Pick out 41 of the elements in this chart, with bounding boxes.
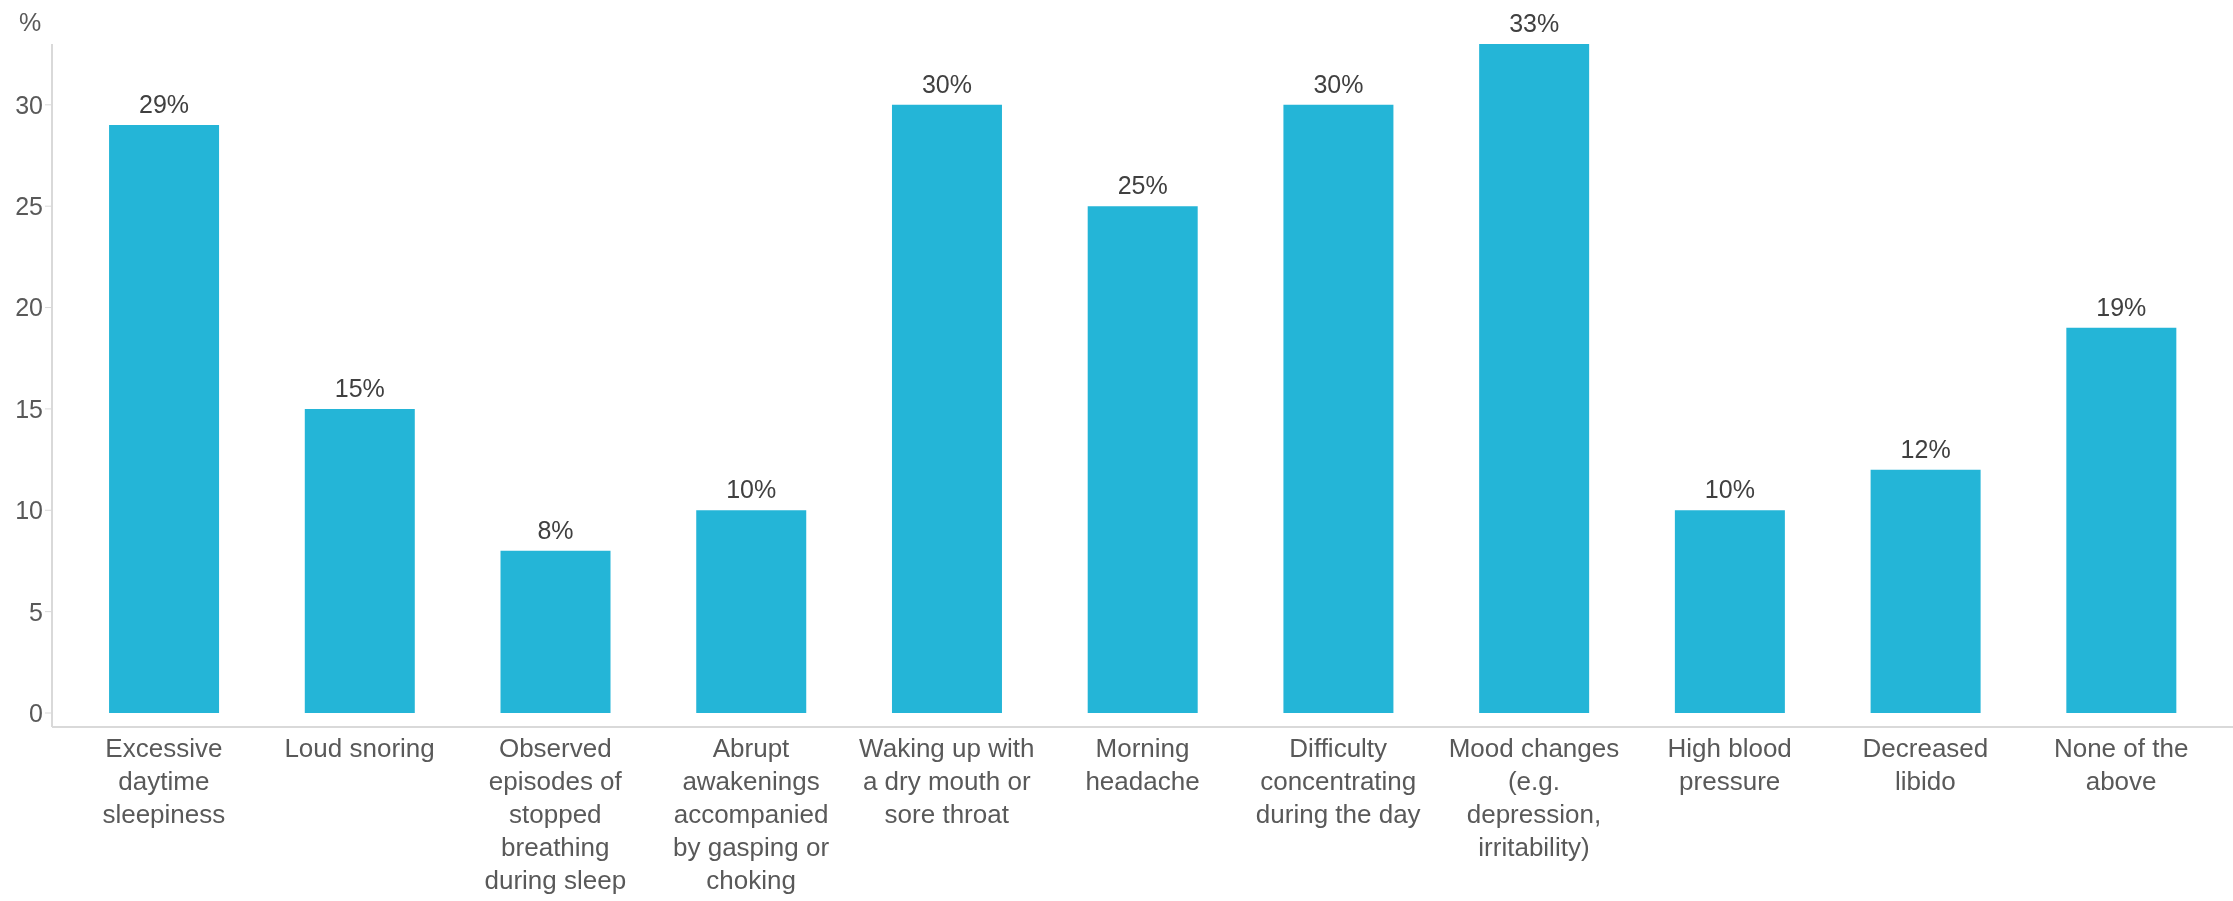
data-label: 25% (1117, 171, 1168, 200)
data-label: 19% (2096, 292, 2147, 321)
data-label: 33% (1509, 9, 1560, 37)
bar (109, 125, 220, 713)
y-tick-label: 30 (15, 90, 43, 119)
y-tick-label: 25 (15, 192, 43, 221)
data-label: 30% (921, 69, 972, 98)
y-tick-label: 15 (15, 394, 43, 423)
y-tick-label: 20 (15, 293, 43, 322)
data-label: 10% (1704, 475, 1755, 504)
x-tick-label: Abrupt awakenings accompanied by gasping or choking (672, 733, 830, 895)
bar (696, 510, 807, 713)
data-label: 10% (726, 475, 777, 504)
x-tick-label: None of the above (2053, 733, 2189, 796)
data-label: 15% (334, 373, 385, 402)
bar (1087, 206, 1198, 713)
x-tick-label: Waking up with a dry mouth or sore throat (859, 733, 1035, 829)
bar (891, 104, 1002, 713)
x-tick-label: Loud snoring (284, 733, 435, 763)
y-tick-label: 0 (29, 698, 43, 727)
bar (500, 550, 611, 713)
bar (304, 408, 415, 713)
bar (1283, 104, 1394, 713)
bar (1479, 44, 1590, 713)
x-tick-label: Mood changes (e.g. depression, irritability) (1448, 733, 1620, 862)
x-tick-label: Morning headache (1085, 733, 1200, 796)
x-tick-label: Decreased libido (1862, 733, 1989, 796)
x-tick-label: Observed episodes of stopped breathing during sleep (484, 733, 627, 895)
x-tick-label: Excessive daytime sleepiness (102, 733, 226, 829)
x-tick-label: Difficulty concentrating during the day (1255, 733, 1421, 829)
bar (2066, 327, 2177, 713)
bar (1674, 510, 1785, 713)
x-tick-label: High blood pressure (1667, 733, 1792, 796)
data-label: 29% (139, 90, 190, 119)
data-label: 8% (537, 515, 574, 544)
data-label: 30% (1313, 69, 1364, 98)
bar (1870, 469, 1981, 713)
y-tick-label: 10 (15, 496, 43, 525)
data-label: 12% (1900, 434, 1951, 463)
y-tick-label: 5 (29, 597, 43, 626)
y-axis-title: % (18, 8, 42, 36)
